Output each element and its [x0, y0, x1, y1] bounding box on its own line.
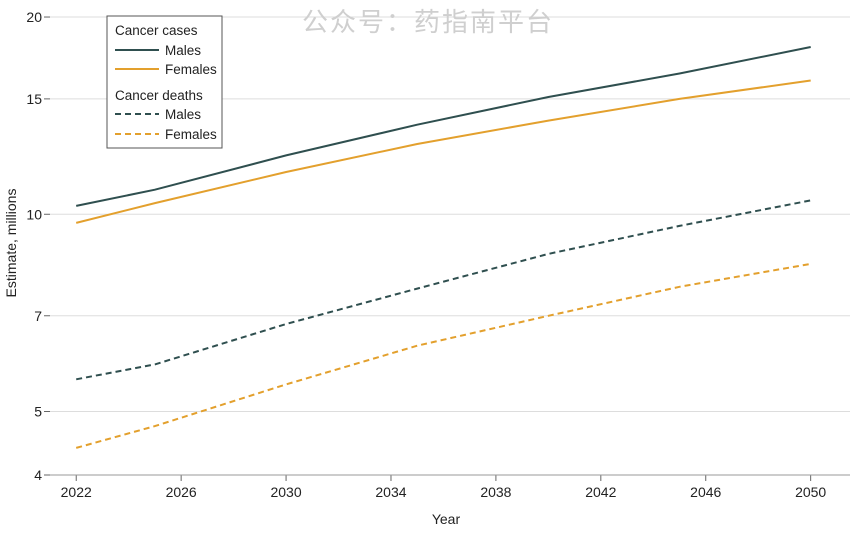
y-axis: 4 5 7 10 15 20 — [26, 9, 50, 483]
x-tick-label-2022: 2022 — [61, 484, 92, 500]
series-lines — [75, 46, 811, 449]
watermark-text: 公众号：药指南平台 — [302, 8, 554, 38]
x-tick-label-2050: 2050 — [795, 484, 826, 500]
series-line-cancer-deaths-males — [76, 199, 811, 381]
legend-group-title-cases: Cancer cases — [115, 23, 198, 38]
series-line-cancer-cases-females — [75, 79, 811, 224]
legend: Cancer cases Males Females Cancer deaths… — [106, 15, 223, 149]
legend-box — [106, 15, 223, 149]
x-axis: 2022 2026 2030 2034 2038 2042 2046 2050 — [61, 475, 826, 500]
y-axis-title: Estimate, millions — [3, 189, 19, 298]
y-tick-label-15: 15 — [26, 91, 42, 107]
y-tick-label-10: 10 — [26, 206, 42, 222]
x-tick-label-2042: 2042 — [585, 484, 616, 500]
x-tick-label-2034: 2034 — [375, 484, 406, 500]
legend-label-deaths-females: Females — [165, 127, 217, 142]
y-tick-label-7: 7 — [34, 308, 42, 324]
x-tick-label-2038: 2038 — [480, 484, 511, 500]
series-line-cancer-cases-males — [75, 46, 811, 207]
x-tick-label-2026: 2026 — [166, 484, 197, 500]
legend-label-cases-males: Males — [165, 43, 201, 58]
legend-group-title-deaths: Cancer deaths — [115, 88, 203, 103]
legend-label-deaths-males: Males — [165, 107, 201, 122]
series-line-cancer-deaths-females — [75, 262, 811, 449]
legend-label-cases-females: Females — [165, 62, 217, 77]
y-tick-label-4: 4 — [34, 467, 42, 483]
y-tick-label-5: 5 — [34, 404, 42, 420]
x-tick-label-2030: 2030 — [270, 484, 301, 500]
x-axis-title: Year — [432, 511, 461, 527]
x-tick-label-2046: 2046 — [690, 484, 721, 500]
y-tick-label-20: 20 — [26, 9, 42, 25]
